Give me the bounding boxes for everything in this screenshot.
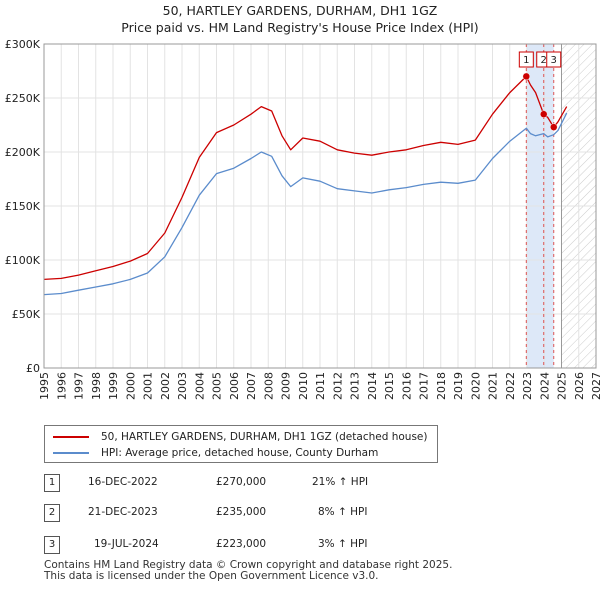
x-tick-label: 1998: [90, 372, 103, 400]
x-tick-label: 2007: [245, 372, 258, 400]
legend-swatch-property: [53, 436, 89, 438]
legend-item-hpi: HPI: Average price, detached house, Coun…: [53, 446, 378, 460]
x-tick-label: 2000: [124, 372, 137, 400]
legend-label-property: 50, HARTLEY GARDENS, DURHAM, DH1 1GZ (de…: [101, 431, 428, 443]
x-tick-label: 2006: [228, 372, 241, 400]
footer: Contains HM Land Registry data © Crown c…: [44, 560, 452, 582]
chart-legend: 50, HARTLEY GARDENS, DURHAM, DH1 1GZ (de…: [44, 425, 438, 463]
transaction-number: 3: [44, 536, 60, 554]
transaction-row: 2 21-DEC-2023 £235,000 8% ↑ HPI: [44, 504, 564, 522]
x-tick-label: 2026: [573, 372, 586, 400]
x-tick-label: 2004: [193, 372, 206, 400]
x-tick-label: 2020: [469, 372, 482, 400]
transaction-date: 16-DEC-2022: [88, 476, 158, 488]
price-chart: 1 2 3 £0 £50K £100K £150K £200K £250K £300K 1995 19…: [5, 38, 600, 400]
x-tick-label: 2015: [383, 372, 396, 400]
sale-label: 1: [523, 55, 529, 66]
transaction-price: £223,000: [216, 538, 267, 550]
transaction-row: 1 16-DEC-2022 £270,000 21% ↑ HPI: [44, 474, 564, 492]
x-tick-label: 2009: [280, 372, 293, 400]
x-tick-label: 2003: [176, 372, 189, 400]
x-tick-label: 1995: [38, 372, 51, 400]
transaction-number: 1: [44, 474, 60, 492]
x-tick-label: 2018: [435, 372, 448, 400]
transaction-row: 3 19-JUL-2024 £223,000 3% ↑ HPI: [44, 536, 564, 554]
x-tick-label: 2005: [211, 372, 224, 400]
x-tick-label: 1996: [55, 372, 68, 400]
sale-label-box: [546, 51, 562, 68]
y-tick-label: £300K: [5, 38, 41, 51]
transaction-price: £235,000: [216, 506, 267, 518]
x-tick-label: 2024: [538, 372, 551, 400]
sale-point: [539, 110, 548, 118]
sale-label: 2: [541, 55, 547, 66]
x-tick-label: 2023: [521, 372, 534, 400]
transaction-date: 21-DEC-2023: [88, 506, 158, 518]
footer-copyright: Contains HM Land Registry data © Crown c…: [44, 559, 453, 571]
transaction-price: £270,000: [216, 476, 267, 488]
y-tick-label: £0: [26, 362, 40, 375]
y-tick-label: £150K: [5, 200, 41, 213]
x-tick-label: 2014: [366, 372, 379, 400]
x-tick-label: 2022: [504, 372, 517, 400]
legend-item-property: 50, HARTLEY GARDENS, DURHAM, DH1 1GZ (de…: [53, 430, 427, 444]
x-tick-label: 2019: [452, 372, 465, 400]
y-tick-label: £200K: [5, 146, 41, 159]
sale-label-box: [518, 51, 534, 68]
sale-point: [522, 72, 531, 81]
x-tick-label: 2010: [297, 372, 310, 400]
x-tick-label: 2016: [400, 372, 413, 400]
x-tick-label: 2011: [314, 372, 327, 400]
sale-label: 3: [551, 55, 557, 66]
y-tick-label: £50K: [12, 308, 41, 321]
plot-border: [43, 43, 597, 369]
sale-point: [549, 123, 558, 131]
x-tick-label: 1997: [73, 372, 86, 400]
transaction-hpi: 8% ↑ HPI: [318, 506, 368, 518]
transaction-hpi: 21% ↑ HPI: [312, 476, 369, 488]
x-tick-label: 2025: [556, 372, 569, 400]
hpi-line: [43, 112, 568, 296]
x-tick-label: 2013: [349, 372, 362, 400]
transaction-hpi: 3% ↑ HPI: [318, 538, 368, 550]
transaction-date: 19-JUL-2024: [94, 538, 159, 550]
footer-licence: This data is licensed under the Open Gov…: [44, 570, 379, 582]
y-tick-label: £100K: [5, 254, 41, 267]
x-tick-label: 2008: [262, 372, 275, 400]
x-tick-label: 2012: [331, 372, 344, 400]
x-tick-label: 2017: [418, 372, 431, 400]
transaction-number: 2: [44, 504, 60, 522]
y-tick-label: £250K: [5, 92, 41, 105]
x-tick-label: 2002: [159, 372, 172, 400]
legend-label-hpi: HPI: Average price, detached house, Coun…: [101, 447, 379, 459]
x-tick-label: 2027: [590, 372, 600, 400]
x-tick-label: 2001: [142, 372, 155, 400]
property-price-line: [43, 75, 568, 281]
chart-subtitle: Price paid vs. HM Land Registry's House …: [121, 20, 479, 35]
x-tick-label: 1999: [107, 372, 120, 400]
chart-title: 50, HARTLEY GARDENS, DURHAM, DH1 1GZ: [162, 3, 438, 18]
x-tick-label: 2021: [487, 372, 500, 400]
legend-swatch-hpi: [53, 452, 89, 454]
